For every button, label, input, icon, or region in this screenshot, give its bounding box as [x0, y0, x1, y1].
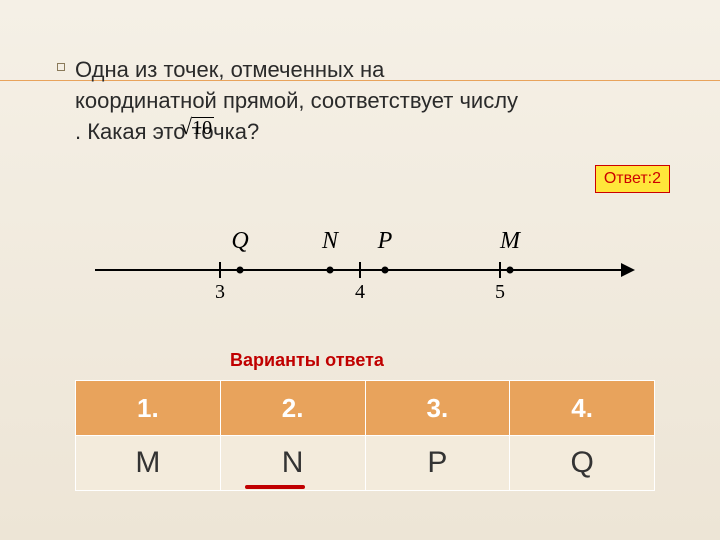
sqrt-icon: √: [180, 114, 192, 139]
svg-text:Q: Q: [231, 228, 248, 254]
variants-label: Варианты ответа: [230, 350, 384, 371]
answer-table: 1. 2. 3. 4. M N P Q: [75, 380, 655, 491]
question-block: Одна из точек, отмеченных на координатно…: [75, 55, 680, 147]
answer-box: Ответ:2: [595, 165, 670, 193]
table-value-row: M N P Q: [76, 436, 655, 491]
header-cell[interactable]: 1.: [76, 381, 221, 436]
radical-expression: √10: [180, 114, 212, 140]
svg-text:M: M: [499, 228, 522, 254]
value-cell[interactable]: Q: [510, 436, 655, 491]
table-header-row: 1. 2. 3. 4.: [76, 381, 655, 436]
value-cell[interactable]: M: [76, 436, 221, 491]
correct-underline: [245, 485, 305, 489]
svg-text:P: P: [377, 228, 393, 254]
question-line3: . Какая это точка?: [75, 119, 259, 144]
question-line2: координатной прямой, соответствует числу: [75, 88, 518, 113]
svg-text:4: 4: [355, 281, 365, 303]
value-cell[interactable]: N: [220, 436, 365, 491]
number-line-diagram: 3 4 5 Q N P M: [95, 215, 635, 315]
header-cell[interactable]: 2.: [220, 381, 365, 436]
value-cell[interactable]: P: [365, 436, 510, 491]
svg-text:5: 5: [495, 281, 505, 303]
header-cell[interactable]: 3.: [365, 381, 510, 436]
header-cell[interactable]: 4.: [510, 381, 655, 436]
bullet-icon: [57, 63, 65, 71]
sqrt-bar: [192, 117, 214, 118]
svg-text:N: N: [321, 228, 340, 254]
question-line1: Одна из точек, отмеченных на: [75, 57, 384, 82]
svg-text:3: 3: [215, 281, 225, 303]
radical-value: 10: [192, 117, 212, 139]
question-text: Одна из точек, отмеченных на координатно…: [75, 55, 680, 147]
